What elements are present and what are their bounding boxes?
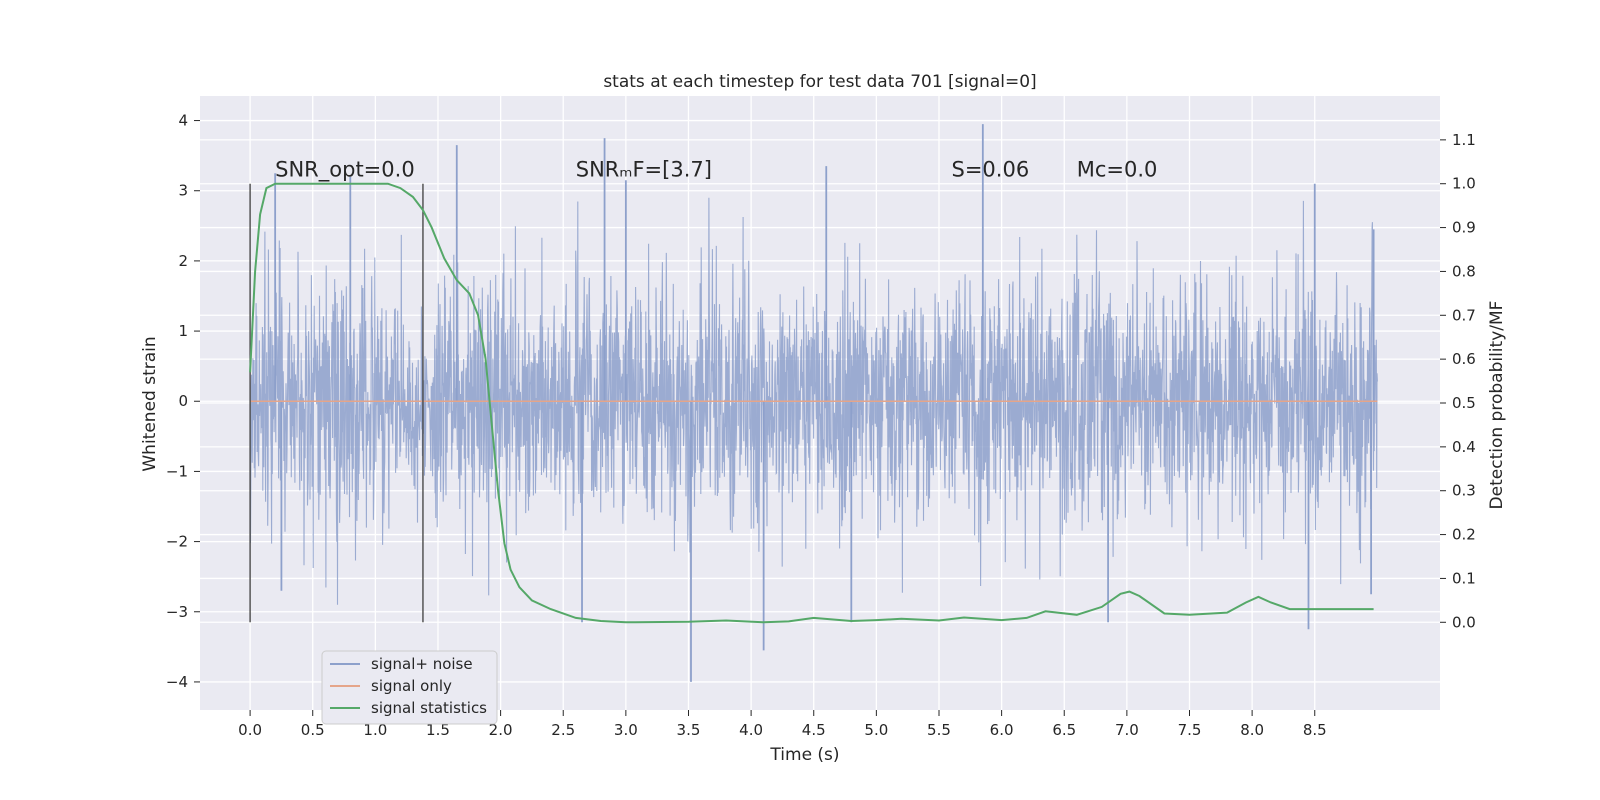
legend-label: signal statistics xyxy=(371,699,487,717)
x-tick-label: 6.5 xyxy=(1052,721,1076,739)
legend-label: signal only xyxy=(371,677,452,695)
y-right-tick-label: 0.3 xyxy=(1452,482,1476,500)
annotations: SNR_opt=0.0 SNRₘF=[3.7] S=0.06 Mᴄ=0.0 xyxy=(275,158,1157,183)
y-right-tick-label: 1.0 xyxy=(1452,175,1476,193)
y-right-tick-label: 0.0 xyxy=(1452,613,1476,631)
y-right-axis-ticks: 0.0 0.1 0.2 0.3 0.4 0.5 0.6 0.7 0.8 0.9 1.0 1.1 xyxy=(1440,131,1476,631)
signal-noise-series xyxy=(249,124,1378,682)
noise-trace xyxy=(249,197,1378,605)
x-axis-ticks: 0.0 0.5 1.0 1.5 2.0 2.5 3.0 3.5 4.0 4.5 5.0 5.5 6.0 6… xyxy=(238,710,1327,739)
x-tick-label: 5.5 xyxy=(927,721,951,739)
y-left-tick-label: 2 xyxy=(178,252,188,270)
chart-title: stats at each timestep for test data 701… xyxy=(603,72,1036,92)
legend: signal+ noise signal only signal statistic… xyxy=(321,650,498,725)
y-right-tick-label: 0.8 xyxy=(1452,262,1476,280)
y-right-tick-label: 0.6 xyxy=(1452,350,1476,368)
y-right-tick-label: 0.1 xyxy=(1452,569,1476,587)
y-left-tick-label: 1 xyxy=(178,322,188,340)
annotation-text: Mᴄ=0.0 xyxy=(1077,158,1158,182)
signal-statistics-line xyxy=(249,182,1374,624)
y-left-axis-ticks: −4 −3 −2 −1 0 1 2 3 4 xyxy=(166,112,200,691)
y-right-tick-label: 0.2 xyxy=(1452,526,1476,544)
y-left-tick-label: −3 xyxy=(166,603,188,621)
x-tick-label: 8.0 xyxy=(1240,721,1264,739)
x-tick-label: 4.5 xyxy=(802,721,826,739)
signal-statistics-series xyxy=(249,182,1374,624)
y-left-tick-label: −2 xyxy=(166,533,188,551)
y-right-tick-label: 0.7 xyxy=(1452,306,1476,324)
x-tick-label: 0.5 xyxy=(301,721,325,739)
y-right-tick-label: 0.4 xyxy=(1452,438,1476,456)
x-tick-label: 3.0 xyxy=(614,721,638,739)
y-right-tick-label: 0.5 xyxy=(1452,394,1476,412)
x-tick-label: 0.0 xyxy=(238,721,262,739)
vertical-markers xyxy=(249,183,424,623)
y-left-tick-label: 0 xyxy=(178,392,188,410)
x-tick-label: 7.5 xyxy=(1178,721,1202,739)
annotation-text: SNRₘF=[3.7] xyxy=(576,158,712,182)
y-left-tick-label: 3 xyxy=(178,182,188,200)
x-tick-label: 2.5 xyxy=(551,721,575,739)
legend-label: signal+ noise xyxy=(371,655,473,673)
y-left-axis-label: Whitened strain xyxy=(140,336,160,471)
y-right-tick-label: 1.1 xyxy=(1452,131,1476,149)
annotation-text: S=0.06 xyxy=(952,158,1030,182)
x-tick-label: 3.5 xyxy=(677,721,701,739)
y-right-tick-label: 0.9 xyxy=(1452,219,1476,237)
x-tick-label: 7.0 xyxy=(1115,721,1139,739)
x-tick-label: 5.0 xyxy=(864,721,888,739)
x-tick-label: 6.0 xyxy=(990,721,1014,739)
annotation-text: SNR_opt=0.0 xyxy=(275,158,415,183)
x-tick-label: 4.0 xyxy=(739,721,763,739)
y-right-axis-label: Detection probability/MF xyxy=(1487,301,1507,510)
y-left-tick-label: −1 xyxy=(166,462,188,480)
x-tick-label: 2.0 xyxy=(489,721,513,739)
y-left-tick-label: −4 xyxy=(166,673,188,691)
x-tick-label: 8.5 xyxy=(1303,721,1327,739)
x-tick-label: 1.0 xyxy=(363,721,387,739)
x-axis-label: Time (s) xyxy=(769,745,839,765)
legend-box xyxy=(321,650,498,725)
y-left-tick-label: 4 xyxy=(178,112,188,130)
x-tick-label: 1.5 xyxy=(426,721,450,739)
